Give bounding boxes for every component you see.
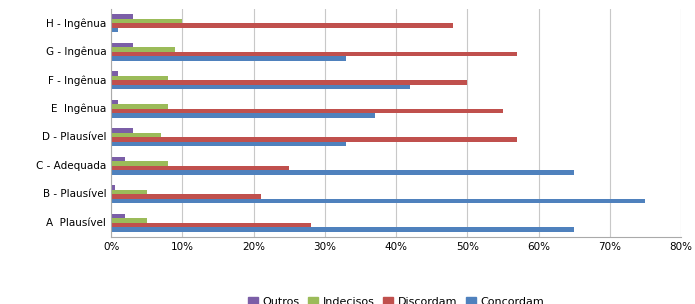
Bar: [111, 57, 346, 61]
Bar: [111, 199, 646, 203]
Bar: [111, 28, 118, 33]
Bar: [111, 71, 118, 76]
Bar: [111, 85, 410, 89]
Bar: [111, 227, 574, 232]
Bar: [111, 47, 175, 52]
Bar: [111, 190, 147, 194]
Bar: [111, 80, 467, 85]
Bar: [111, 214, 126, 218]
Bar: [111, 128, 133, 133]
Bar: [111, 19, 182, 23]
Bar: [111, 76, 168, 80]
Bar: [111, 113, 375, 118]
Bar: [111, 223, 311, 227]
Bar: [111, 100, 118, 104]
Bar: [111, 52, 517, 57]
Bar: [111, 23, 453, 28]
Bar: [111, 194, 261, 199]
Bar: [111, 166, 289, 171]
Bar: [111, 133, 161, 137]
Bar: [111, 161, 168, 166]
Bar: [111, 218, 147, 223]
Bar: [111, 137, 517, 142]
Bar: [111, 43, 133, 47]
Bar: [111, 14, 133, 19]
Bar: [111, 157, 126, 161]
Bar: [111, 142, 346, 147]
Bar: [111, 109, 503, 113]
Bar: [111, 171, 574, 175]
Bar: [111, 185, 115, 190]
Legend: Outros, Indecisos, Discordam, Concordam: Outros, Indecisos, Discordam, Concordam: [243, 293, 549, 304]
Bar: [111, 104, 168, 109]
